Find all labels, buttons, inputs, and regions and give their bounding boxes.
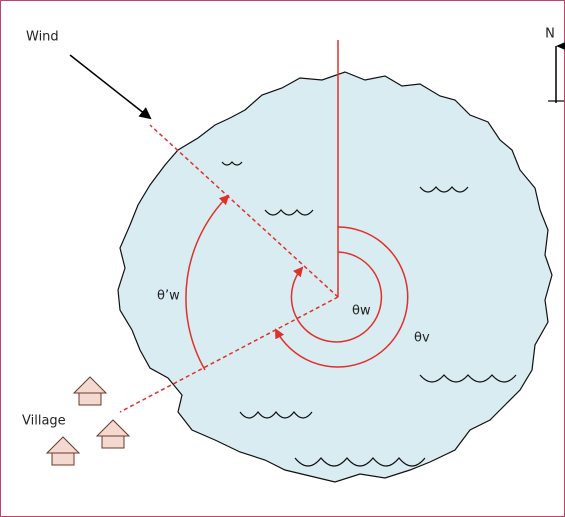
wind-line (149, 124, 339, 298)
huts (45, 376, 131, 466)
theta-prime-w-label: θ’w (157, 289, 180, 304)
wind-label: Wind (26, 30, 59, 45)
village-line (119, 296, 339, 413)
theta-v-label: θv (414, 331, 430, 346)
waves (221, 161, 517, 467)
north-label: N (545, 27, 555, 42)
theta-w-label: θw (352, 304, 371, 319)
wind-arrow (69, 54, 152, 120)
lake (117, 71, 553, 483)
village-label: Village (22, 414, 66, 429)
angle-arcs (185, 194, 409, 371)
